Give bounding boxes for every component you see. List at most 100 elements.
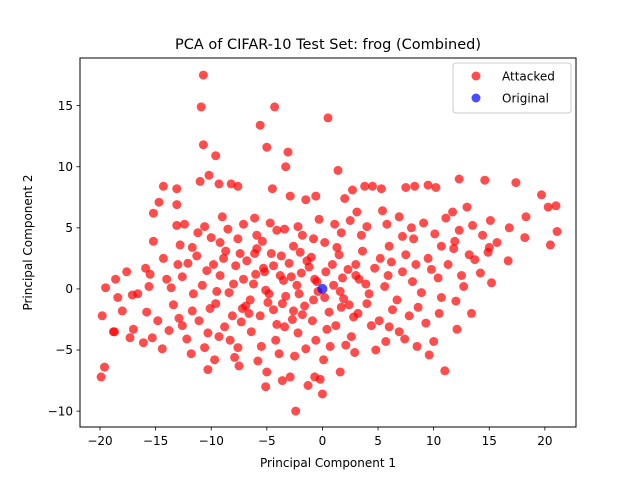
scatter-point-attacked <box>117 306 127 316</box>
x-tick-label: 20 <box>537 434 552 448</box>
scatter-point-attacked <box>361 279 371 289</box>
scatter-point-attacked <box>443 260 453 269</box>
scatter-point-attacked <box>356 230 366 240</box>
scatter-point-attacked <box>350 348 360 357</box>
scatter-point-attacked <box>520 233 530 243</box>
scatter-point-attacked <box>440 366 450 376</box>
scatter-point-attacked <box>335 286 345 296</box>
scatter-point-attacked <box>323 113 333 123</box>
scatter-point-attacked <box>224 288 234 298</box>
scatter-point-attacked <box>302 256 312 266</box>
scatter-point-attacked <box>317 389 327 399</box>
scatter-point-attacked <box>370 263 380 273</box>
scatter-point-attacked <box>229 279 238 289</box>
scatter-point-attacked <box>310 274 320 284</box>
scatter-point-attacked <box>173 260 183 269</box>
scatter-point-attacked <box>296 268 306 278</box>
legend-marker-original <box>471 93 481 103</box>
scatter-point-attacked <box>280 224 290 234</box>
scatter-point-attacked <box>272 319 282 329</box>
scatter-point-attacked <box>448 207 458 217</box>
scatter-point-attacked <box>324 307 334 317</box>
scatter-point-attacked <box>320 293 330 302</box>
y-tick-label: −5 <box>55 343 73 357</box>
scatter-point-attacked <box>154 197 164 207</box>
scatter-point-attacked <box>148 236 158 246</box>
scatter-point-attacked <box>406 223 416 233</box>
scatter-point-attacked <box>384 241 394 251</box>
scatter-point-attacked <box>449 244 459 254</box>
scatter-point-attacked <box>336 302 346 312</box>
scatter-point-attacked <box>211 151 221 161</box>
scatter-point-attacked <box>348 185 357 195</box>
scatter-point-attacked <box>436 293 446 302</box>
scatter-point-attacked <box>424 350 434 360</box>
scatter-point-attacked <box>309 295 318 305</box>
scatter-point-attacked <box>289 306 298 316</box>
x-tick-label: 10 <box>426 434 441 448</box>
scatter-point-attacked <box>261 382 271 392</box>
scatter-point-attacked <box>271 335 281 345</box>
scatter-point-attacked <box>374 316 384 326</box>
scatter-point-attacked <box>215 238 225 247</box>
scatter-point-attacked <box>166 283 176 293</box>
scatter-point-attacked <box>205 304 215 313</box>
scatter-point-attacked <box>485 216 495 225</box>
scatter-point-attacked <box>183 258 193 268</box>
scatter-point-attacked <box>193 228 203 238</box>
scatter-point-attacked <box>290 351 300 361</box>
scatter-point-attacked <box>434 308 444 318</box>
scatter-point-attacked <box>408 277 417 287</box>
scatter-point-attacked <box>450 236 460 246</box>
scatter-point-attacked <box>200 343 210 353</box>
scatter-point-attacked <box>409 234 419 244</box>
scatter-point-attacked <box>492 238 502 247</box>
scatter-point-attacked <box>285 191 295 201</box>
scatter-point-attacked <box>174 313 184 323</box>
series-original <box>317 283 328 294</box>
scatter-point-attacked <box>138 338 148 348</box>
scatter-point-attacked <box>394 212 404 222</box>
x-axis-ticks: −20 −15 −10 −5 0 5 10 15 20 <box>87 427 553 448</box>
scatter-point-attacked <box>246 327 256 337</box>
scatter-point-attacked <box>451 296 461 306</box>
scatter-point-attacked <box>206 233 216 243</box>
scatter-point-attacked <box>376 184 386 194</box>
scatter-point-attacked <box>267 184 277 194</box>
scatter-point-attacked <box>358 246 367 256</box>
scatter-point-attacked <box>269 305 278 315</box>
scatter-point-attacked <box>198 70 208 80</box>
scatter-point-attacked <box>303 381 313 390</box>
scatter-point-attacked <box>256 341 266 351</box>
scatter-point-attacked <box>375 253 385 263</box>
scatter-point-attacked <box>194 316 204 326</box>
x-tick-label: −15 <box>143 434 168 448</box>
scatter-point-attacked <box>233 343 243 353</box>
scatter-point-attacked <box>220 322 230 332</box>
scatter-point-attacked <box>293 222 303 232</box>
y-tick-label: 15 <box>58 99 73 113</box>
scatter-point-attacked <box>441 213 451 223</box>
scatter-point-attacked <box>236 317 246 327</box>
scatter-point-attacked <box>227 311 237 321</box>
scatter-point-attacked <box>214 332 224 342</box>
scatter-point-attacked <box>244 308 254 318</box>
scatter-point-attacked <box>125 333 135 343</box>
scatter-point-attacked <box>462 202 472 212</box>
scatter-point-attacked <box>153 316 163 326</box>
scatter-point-attacked <box>419 218 429 228</box>
scatter-point-attacked <box>158 253 168 263</box>
scatter-point-attacked <box>215 271 225 280</box>
scatter-point-attacked <box>294 289 304 299</box>
scatter-point-attacked <box>295 247 305 257</box>
scatter-point-attacked <box>545 240 555 250</box>
scatter-point-attacked <box>431 183 441 192</box>
scatter-point-attacked <box>319 355 329 365</box>
scatter-point-attacked <box>320 238 330 247</box>
scatter-point-attacked <box>241 301 251 311</box>
scatter-point-attacked <box>272 225 282 235</box>
scatter-point-attacked <box>394 327 404 337</box>
scatter-point-attacked <box>368 181 377 191</box>
scatter-point-attacked <box>412 341 422 351</box>
scatter-point-attacked <box>221 246 231 256</box>
